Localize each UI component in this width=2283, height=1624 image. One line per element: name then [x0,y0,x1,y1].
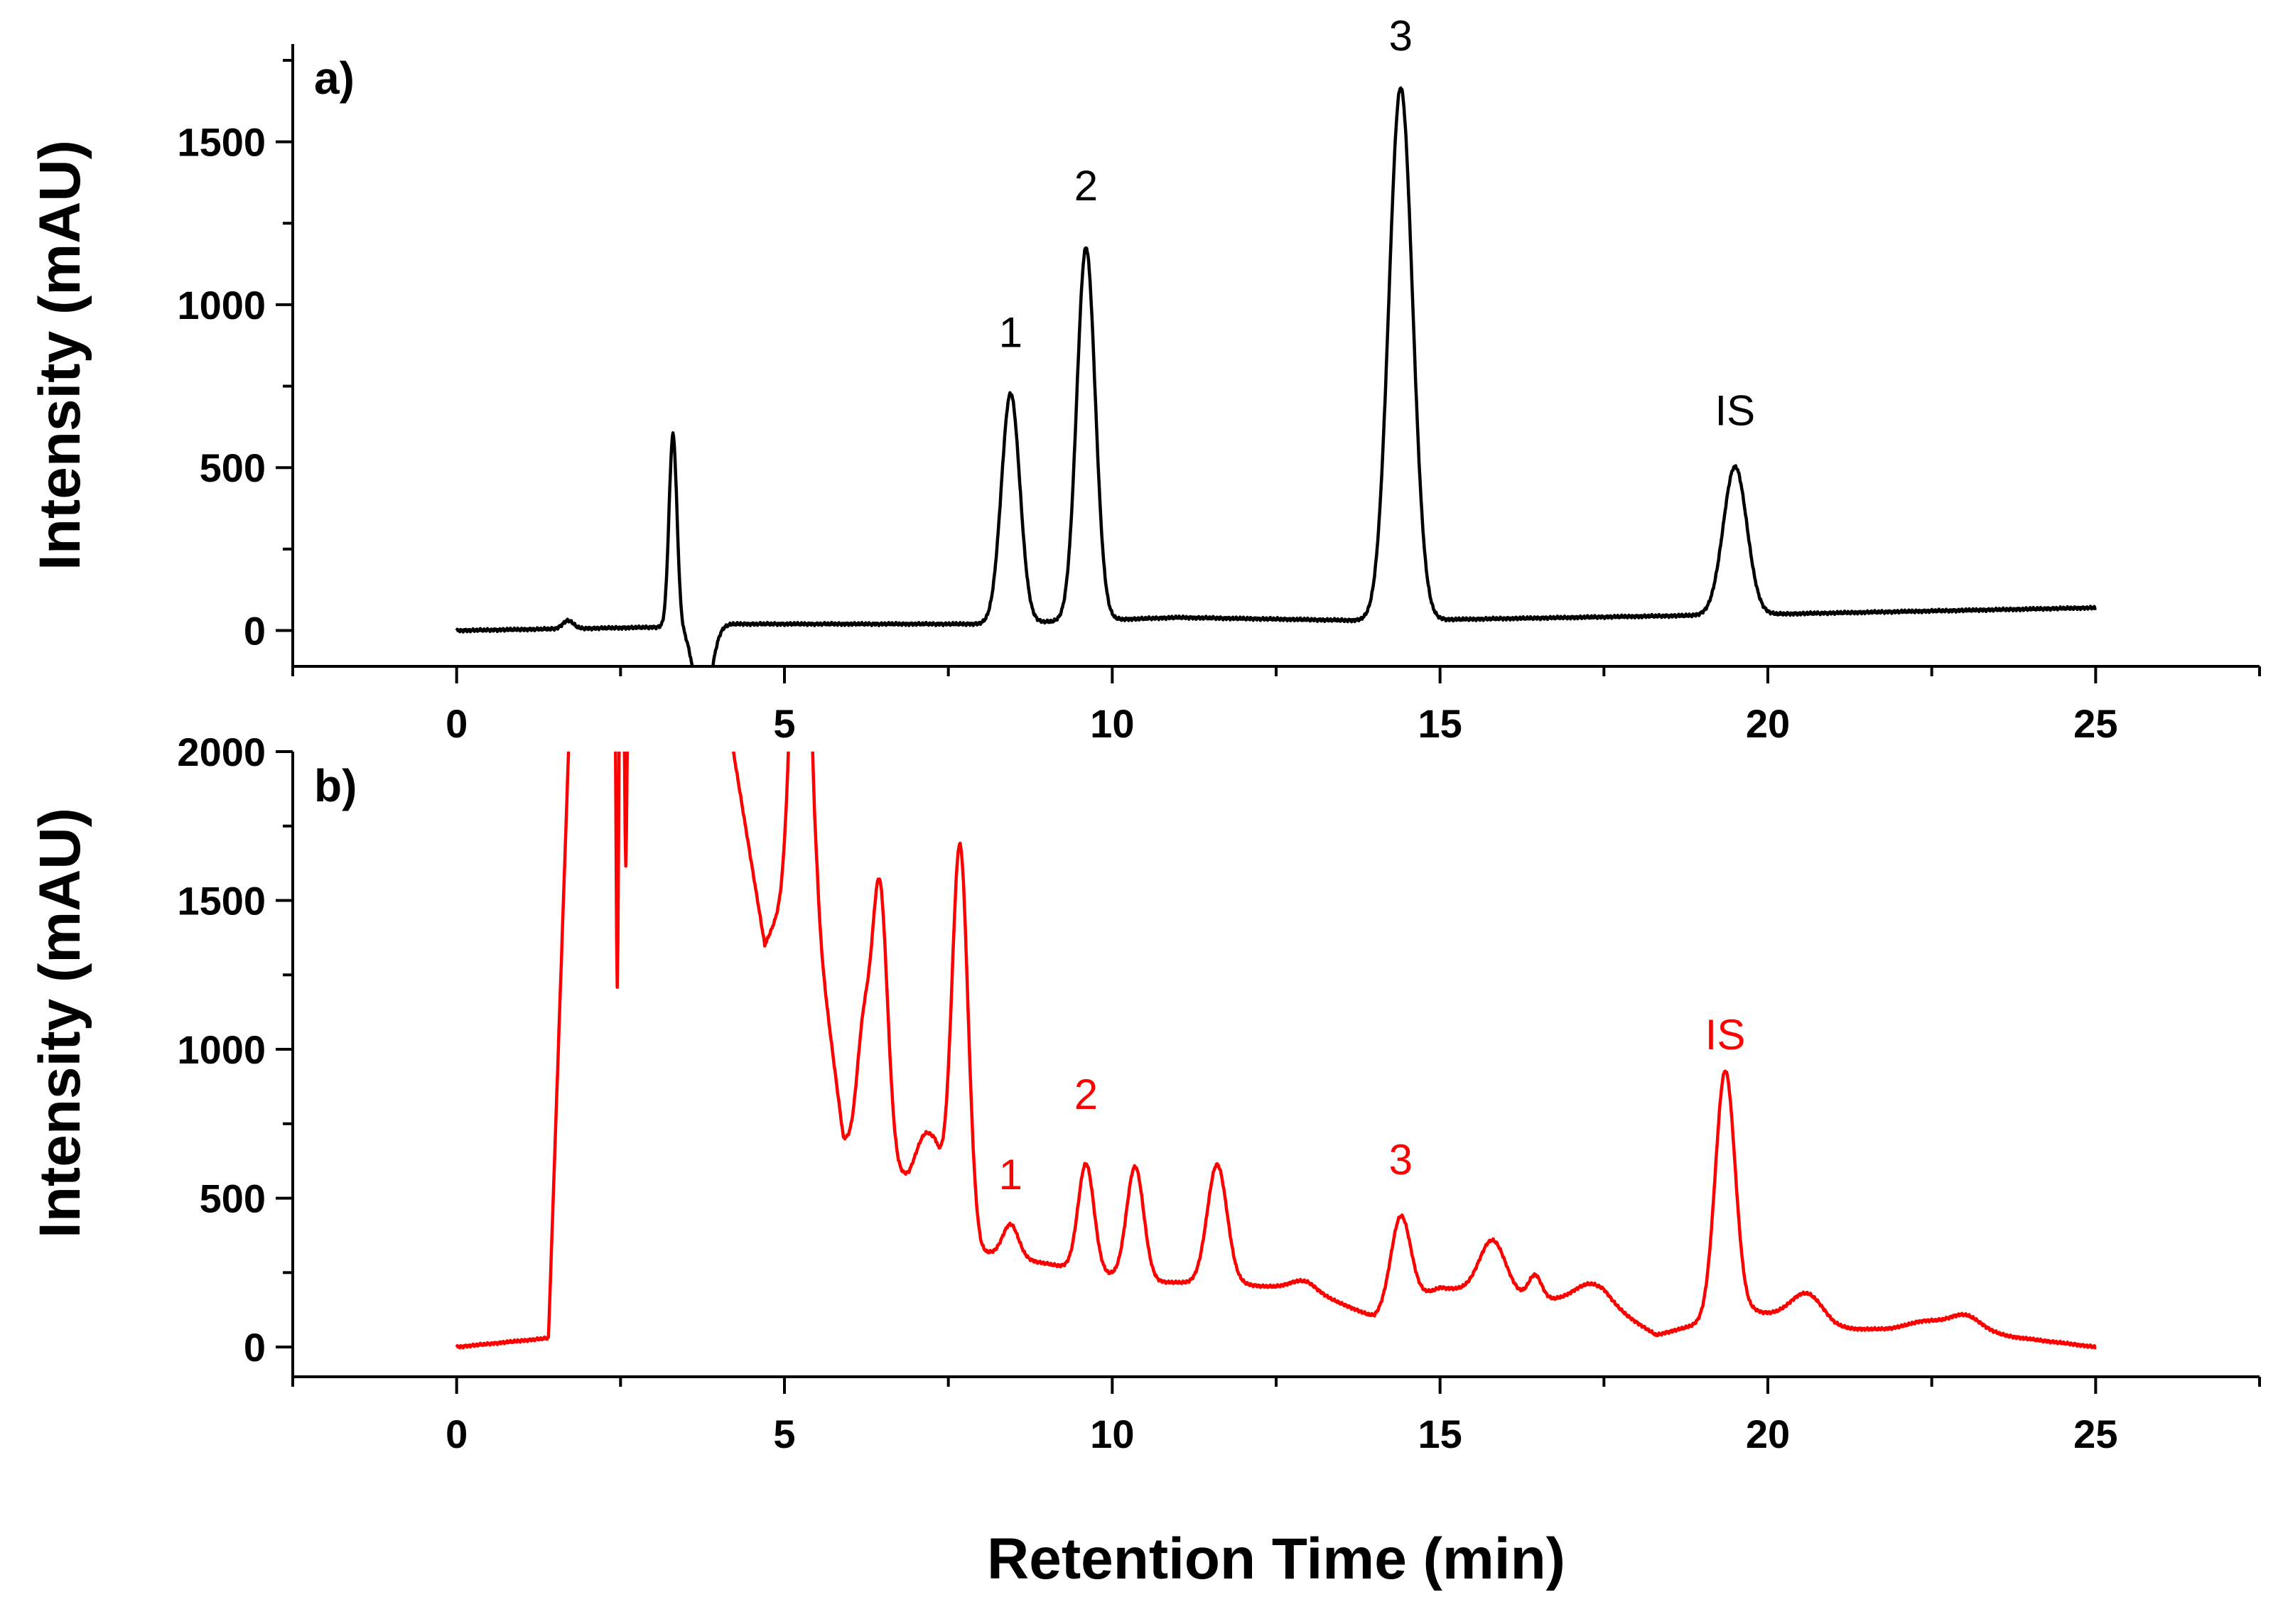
peak-label: 2 [1074,1071,1098,1118]
panel-b-y-axis-title: Intensity (mAU) [28,808,92,1238]
peak-label: 2 [1074,162,1098,210]
panel-b-annotations: 1 2 3 IS [999,1011,1746,1198]
x-tick-label: 25 [2073,1412,2117,1456]
x-tick-label: 15 [1418,1412,1462,1456]
y-tick-label: 1500 [177,879,266,924]
x-tick-label: 10 [1090,1412,1134,1456]
x-tick-label: 5 [773,1412,795,1456]
peak-label: IS [1715,387,1756,435]
y-tick-label: 0 [244,609,266,654]
peak-label: 1 [999,309,1022,357]
y-tick-label: 500 [200,1176,266,1221]
panel-a-label: a) [314,53,355,104]
y-tick-label: 2000 [177,730,266,774]
x-tick-label: 20 [1746,701,1790,746]
peak-label: 3 [1389,12,1413,60]
y-tick-label: 1500 [177,120,266,165]
x-axis-title: Retention Time (min) [987,1527,1565,1591]
x-tick-label: 0 [446,701,468,746]
peak-label: 3 [1389,1136,1413,1184]
panel-a-axes: 0 5 10 15 20 25 0 500 1000 1500 [177,44,2261,746]
peak-label: IS [1705,1011,1746,1059]
panel-a-trace-line [455,86,2098,666]
y-tick-label: 0 [244,1325,266,1370]
panel-b-chart: 0 5 10 15 20 25 0 500 1000 1500 2000 b) 1 2 3 IS Inte… [28,730,2261,1456]
panel-a-y-axis-title: Intensity (mAU) [28,140,92,570]
x-tick-label: 10 [1090,701,1134,746]
y-tick-label: 1000 [177,283,266,327]
peak-label: 1 [999,1151,1022,1198]
panel-b-plot-area [293,752,2260,1377]
x-tick-label: 0 [446,1412,468,1456]
x-tick-label: 5 [773,701,795,746]
y-tick-label: 1000 [177,1027,266,1072]
panel-a-chart: 0 5 10 15 20 25 0 500 1000 1500 a) 1 2 3 IS Intensit… [28,12,2261,746]
y-tick-label: 500 [200,445,266,490]
x-tick-label: 15 [1418,701,1462,746]
panel-b-axes: 0 5 10 15 20 25 0 500 1000 1500 2000 [177,730,2261,1456]
panel-b-trace-line [455,752,2097,1350]
x-tick-label: 20 [1746,1412,1790,1456]
panel-b-label: b) [314,760,357,811]
x-tick-label: 25 [2073,701,2117,746]
panel-a-annotations: 1 2 3 IS [999,12,1756,434]
panel-a-plot-area [293,44,2260,666]
